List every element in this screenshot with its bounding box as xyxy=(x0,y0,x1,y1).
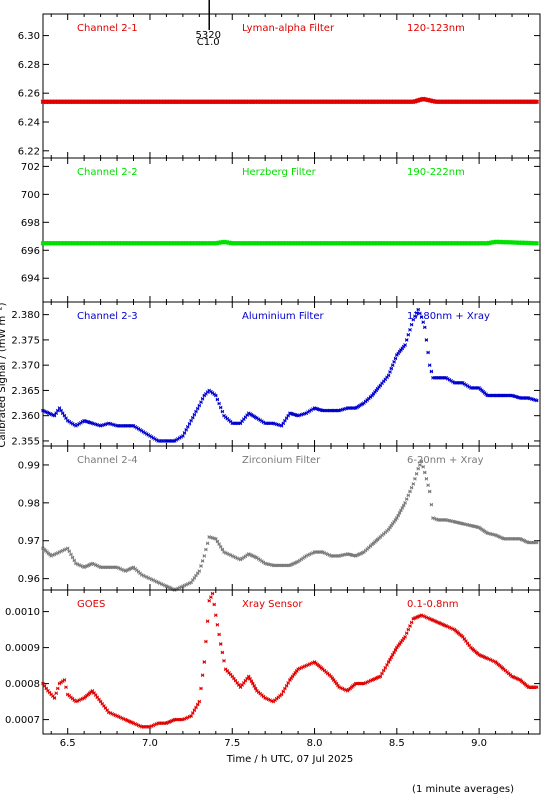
chart-panels: 6.22 6.24 6.26 6.28 6.30 Channel 2-1 Lyman-alp… xyxy=(5,0,541,749)
data-series xyxy=(41,591,539,729)
panel-label: 17-80nm + Xray xyxy=(407,311,490,322)
y-tick-label: 694 xyxy=(21,274,40,285)
y-tick-label: 6.24 xyxy=(18,118,40,129)
x-tick-label: 8.0 xyxy=(307,738,323,749)
panel-label: Channel 2-2 xyxy=(77,167,138,178)
panel-frame xyxy=(42,589,541,735)
y-tick-label: 2.370 xyxy=(11,361,40,372)
x-tick-label: 9.0 xyxy=(471,738,487,749)
panel-label: 190-222nm xyxy=(407,167,465,178)
y-tick-label: 698 xyxy=(21,218,40,229)
panel-label: Channel 2-4 xyxy=(77,455,138,466)
panel-label: Xray Sensor xyxy=(242,599,303,610)
y-tick-label: 2.375 xyxy=(11,335,40,346)
panel-label: Aluminium Filter xyxy=(242,311,325,322)
y-tick-label: 6.28 xyxy=(18,60,40,71)
data-series xyxy=(41,307,539,443)
y-tick-label: 6.26 xyxy=(18,89,40,100)
panel-label: Zirconium Filter xyxy=(242,455,321,466)
data-series xyxy=(40,96,540,105)
y-tick-label: 696 xyxy=(21,246,40,257)
panel-frame xyxy=(42,13,541,159)
data-series xyxy=(40,239,540,246)
y-tick-label: 0.0010 xyxy=(5,607,40,618)
panel-label: GOES xyxy=(77,599,105,610)
y-tick-label: 0.99 xyxy=(18,460,40,471)
y-tick-label: 0.0009 xyxy=(5,643,40,654)
y-axis-label: Calibrated Signal / (mW m⁻²) xyxy=(0,302,8,447)
y-tick-label: 6.30 xyxy=(18,31,40,42)
x-tick-label: 6.5 xyxy=(60,738,76,749)
panel-2: 694 696 698 700 702 Channel 2-2 Herzberg Filte… xyxy=(21,157,541,303)
y-tick-label: 0.98 xyxy=(18,498,40,509)
panel-label: 6-20nm + Xray xyxy=(407,455,484,466)
data-series xyxy=(41,459,539,592)
y-tick-label: 702 xyxy=(21,162,40,173)
x-tick-label: 7.0 xyxy=(142,738,158,749)
panel-3: 2.355 2.360 2.365 2.370 2.375 2.380 Channel 2-… xyxy=(11,301,541,447)
footnote: (1 minute averages) xyxy=(412,784,514,795)
x-tick-label: 7.5 xyxy=(224,738,240,749)
panel-label: Channel 2-3 xyxy=(77,311,138,322)
y-tick-label: 0.97 xyxy=(18,536,40,547)
y-tick-label: 0.96 xyxy=(18,574,40,585)
y-tick-label: 2.355 xyxy=(11,436,40,447)
panel-label: 120-123nm xyxy=(407,23,465,34)
panel-label: Lyman-alpha Filter xyxy=(242,23,335,34)
panel-4: 0.96 0.97 0.98 0.99 Channel 2-4 Zirconium Fil… xyxy=(18,445,541,592)
panel-1: 6.22 6.24 6.26 6.28 6.30 Channel 2-1 Lyman-alp… xyxy=(18,0,541,159)
flare-marker-label: C1.0 xyxy=(197,37,220,48)
y-tick-label: 2.365 xyxy=(11,386,40,397)
y-tick-label: 0.0007 xyxy=(5,715,40,726)
y-tick-label: 2.380 xyxy=(11,310,40,321)
flare-marker-label: 5320 xyxy=(195,30,220,41)
y-tick-label: 0.0008 xyxy=(5,679,40,690)
y-tick-label: 2.360 xyxy=(11,411,40,422)
panel-label: 0.1-0.8nm xyxy=(407,599,459,610)
panel-label: Herzberg Filter xyxy=(242,167,317,178)
x-axis-label: Time / h UTC, 07 Jul 2025 xyxy=(226,754,354,765)
y-tick-label: 6.22 xyxy=(18,146,40,157)
y-tick-label: 700 xyxy=(21,190,40,201)
panel-5: 0.0007 0.0008 0.0009 0.0010 6.5 7.0 7.5 8.0 8.5 9… xyxy=(5,589,541,749)
panel-label: Channel 2-1 xyxy=(77,23,138,34)
panel-frame xyxy=(42,157,541,303)
x-tick-label: 8.5 xyxy=(389,738,405,749)
